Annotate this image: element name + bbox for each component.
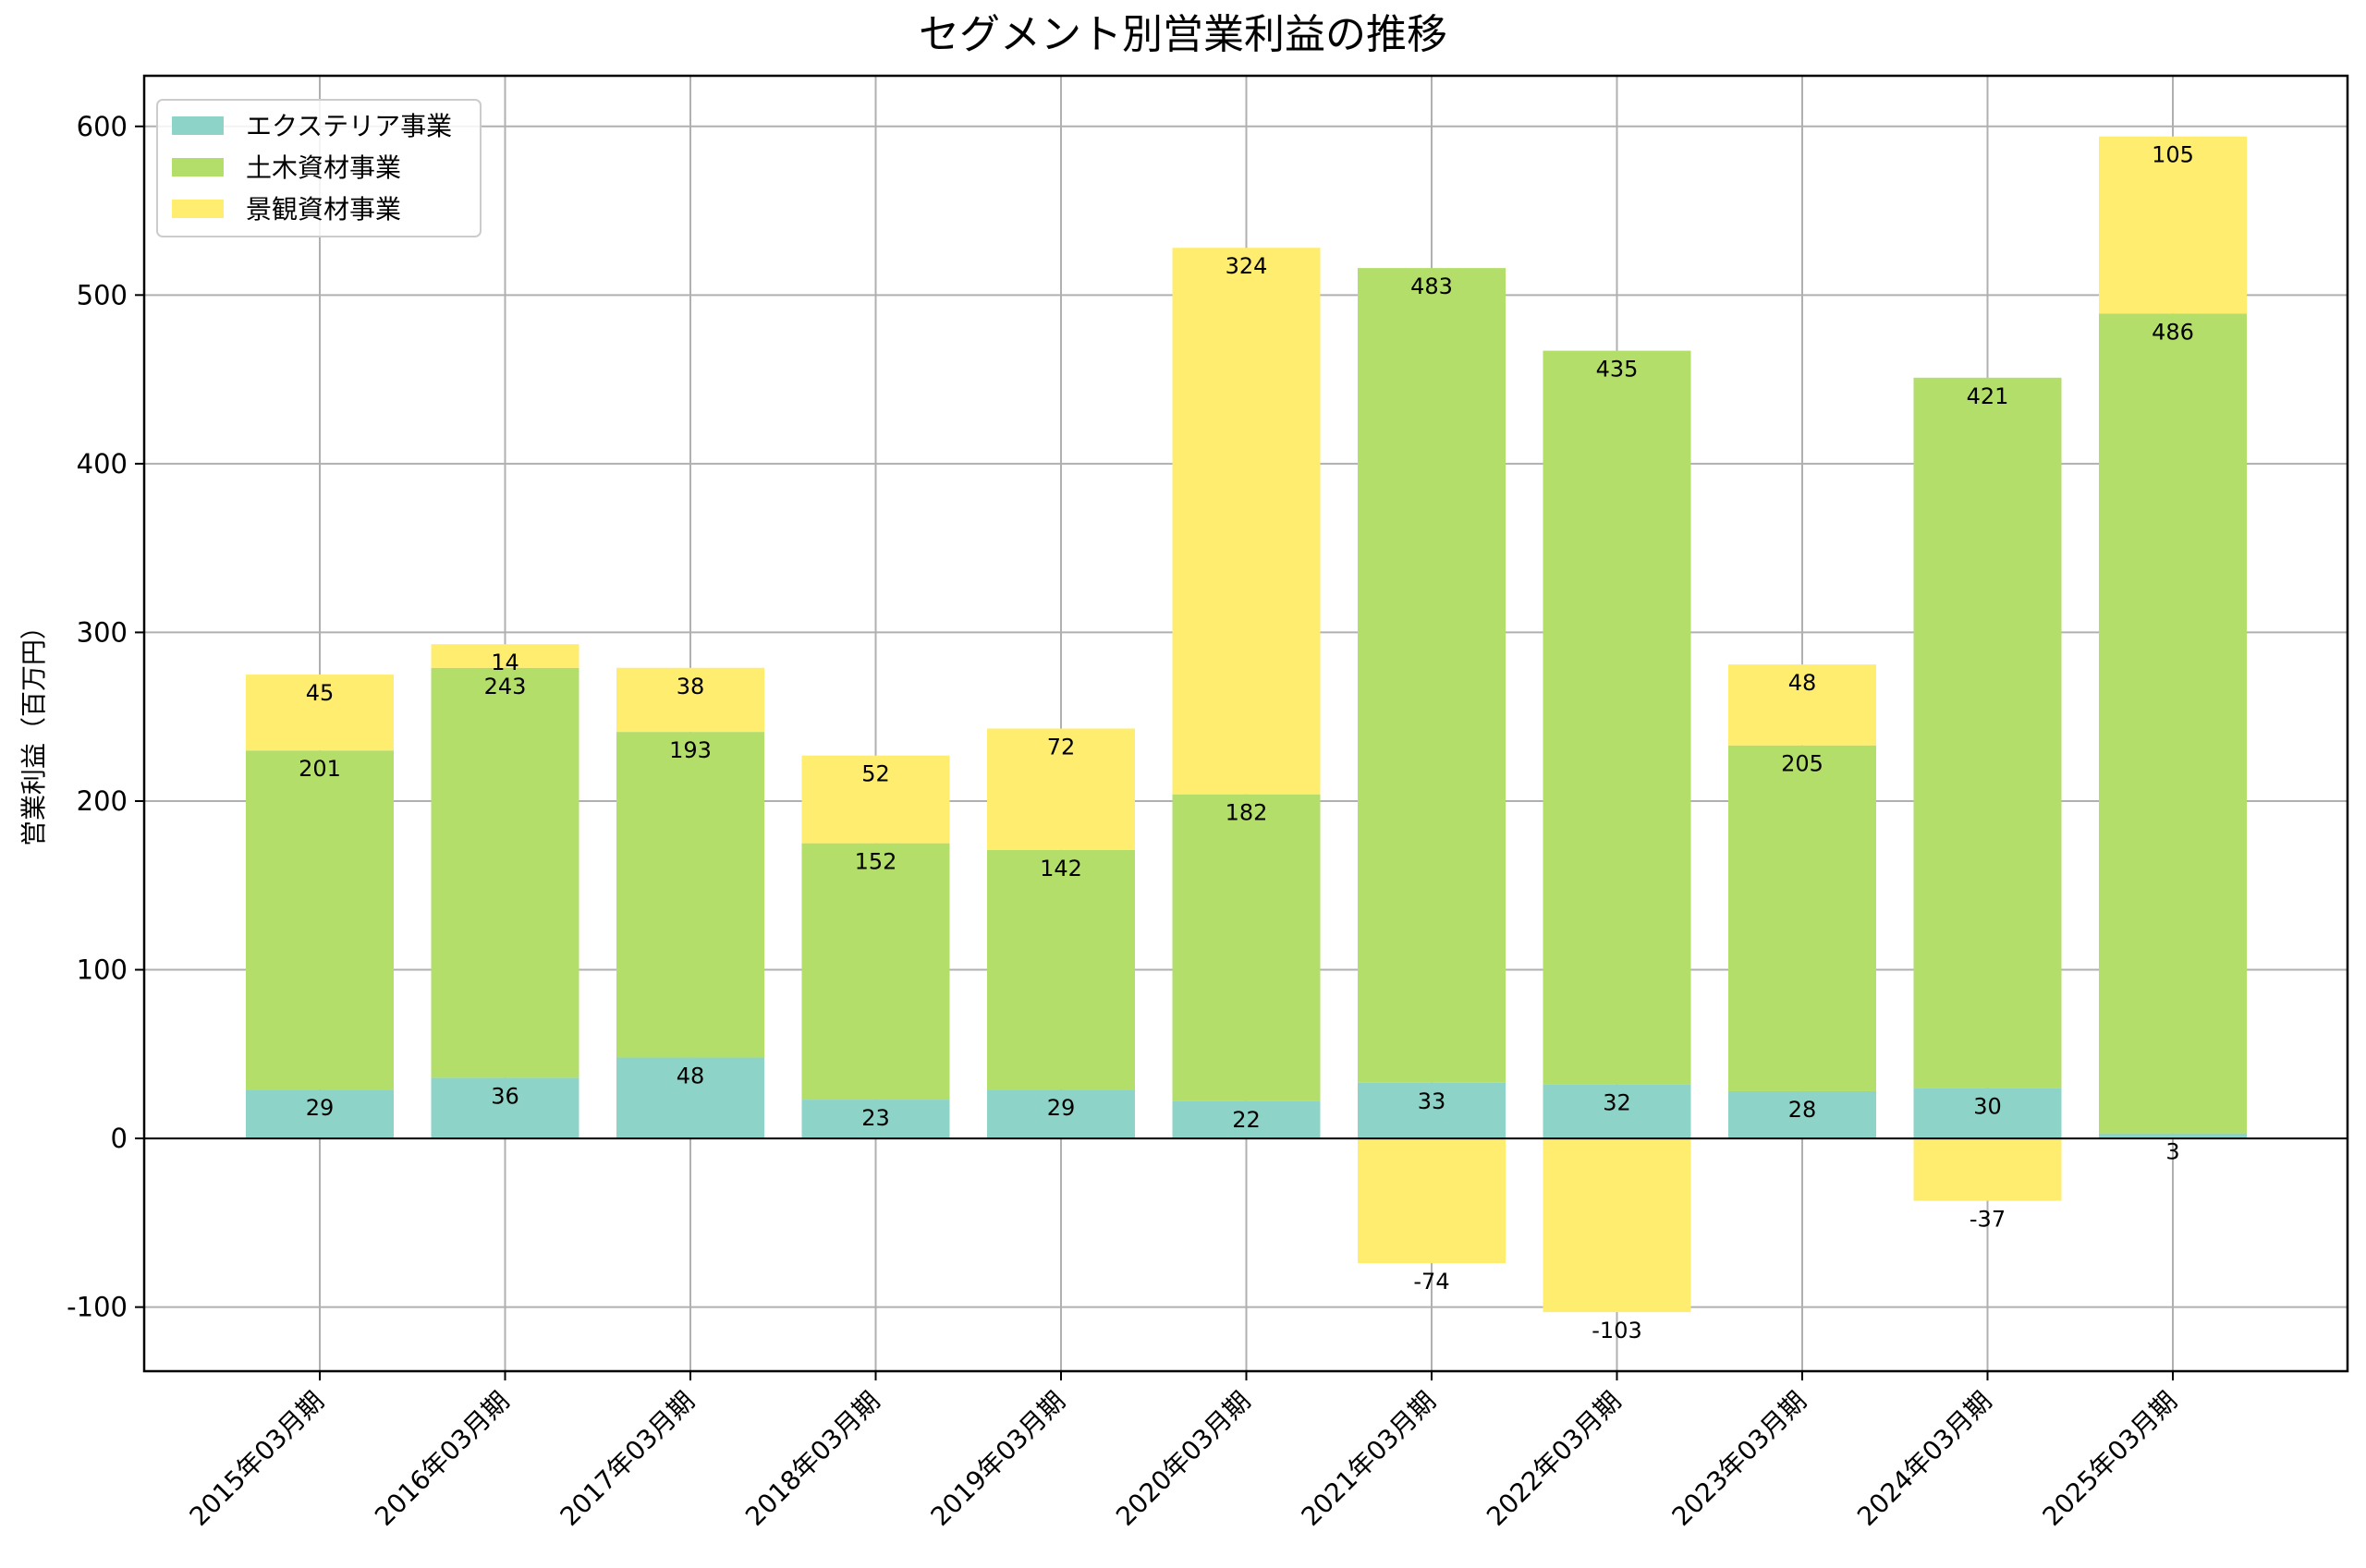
- legend-box: [156, 99, 482, 237]
- y-tick-label: 300: [77, 616, 128, 648]
- x-tick-label: 2017年03月期: [555, 1386, 701, 1532]
- y-tick-label: 100: [77, 954, 128, 986]
- bar-segment: [1172, 794, 1321, 1101]
- bar-value-label: 14: [491, 650, 519, 675]
- bar-segment: [246, 750, 394, 1090]
- bar-value-label: 243: [484, 674, 527, 699]
- y-tick-label: 200: [77, 785, 128, 817]
- bar-segment: [987, 849, 1135, 1090]
- bar-value-label: 48: [677, 1063, 705, 1088]
- x-tick-label: 2025年03月期: [2037, 1386, 2183, 1532]
- bar-segment: [1358, 1082, 1506, 1139]
- bar-segment: [1543, 1084, 1691, 1139]
- bar-value-label: 22: [1232, 1107, 1261, 1133]
- bar-segment: [1543, 350, 1691, 1085]
- bar-segment: [1913, 377, 2062, 1088]
- bars: [246, 136, 2247, 1313]
- bar-value-label: 105: [2152, 142, 2194, 168]
- bar-segment: [246, 675, 394, 751]
- bar-segment: [1913, 1088, 2062, 1139]
- bar-value-label: 29: [1047, 1095, 1076, 1121]
- bar-value-label: 205: [1781, 751, 1823, 777]
- bar-segment: [801, 843, 950, 1100]
- y-tick-label: 0: [111, 1123, 128, 1154]
- x-tick-label: 2021年03月期: [1296, 1386, 1442, 1532]
- bar-value-label: 193: [669, 737, 712, 763]
- bar-value-label: -103: [1592, 1318, 1641, 1343]
- bar-segment: [2099, 313, 2247, 1134]
- bar-value-label: 23: [861, 1105, 890, 1131]
- bar-value-label: 421: [1967, 383, 2009, 409]
- y-tick-label: -100: [67, 1292, 128, 1323]
- bar-segment: [1172, 1100, 1321, 1139]
- bar-segment: [1913, 1138, 2062, 1201]
- bar-value-label: 324: [1226, 253, 1268, 279]
- legend-swatch: [172, 200, 224, 218]
- x-tick-label: 2020年03月期: [1110, 1386, 1256, 1532]
- x-tick-label: 2015年03月期: [184, 1386, 330, 1532]
- bar-segment: [616, 732, 764, 1058]
- bar-value-label: 3: [2165, 1139, 2179, 1165]
- bar-segment: [1172, 248, 1321, 795]
- bar-value-label: 72: [1047, 734, 1076, 760]
- bar-value-label: 30: [1973, 1093, 2002, 1119]
- y-tick-label: 600: [77, 111, 128, 142]
- bar-value-label: 28: [1788, 1097, 1817, 1123]
- x-tick-label: 2018年03月期: [739, 1386, 885, 1532]
- legend-label: エクステリア事業: [246, 111, 452, 141]
- bar-value-label: 29: [306, 1095, 335, 1121]
- bar-segment: [2099, 136, 2247, 314]
- bar-segment: [616, 1057, 764, 1139]
- bar-segment: [1728, 1090, 1876, 1139]
- bar-value-label: 52: [861, 761, 890, 787]
- bar-segment: [431, 644, 579, 668]
- bar-segment: [431, 1077, 579, 1139]
- bar-value-label: 142: [1040, 856, 1082, 881]
- x-tick-label: 2016年03月期: [369, 1386, 515, 1532]
- bar-value-label: 483: [1410, 273, 1453, 299]
- legend-label: 土木資材事業: [246, 152, 401, 183]
- x-tick-label: 2023年03月期: [1666, 1386, 1812, 1532]
- x-tick-label: 2024年03月期: [1851, 1386, 1997, 1532]
- legend-swatch: [172, 116, 224, 135]
- bar-value-label: 182: [1226, 800, 1268, 826]
- y-axis-label: 営業利益（百万円）: [18, 614, 49, 846]
- bar-segment: [987, 1089, 1135, 1139]
- x-tick-label: 2022年03月期: [1481, 1386, 1627, 1532]
- bar-segment: [616, 667, 764, 733]
- y-tick-label: 400: [77, 448, 128, 480]
- bar-value-label: 48: [1788, 670, 1817, 696]
- bar-value-label: 435: [1596, 357, 1639, 383]
- bar-segment: [1543, 1138, 1691, 1313]
- bar-segment: [1358, 268, 1506, 1083]
- bar-segment: [1358, 1138, 1506, 1264]
- bar-value-label: 32: [1603, 1090, 1631, 1116]
- bar-segment: [1728, 745, 1876, 1091]
- bar-value-label: 33: [1418, 1088, 1446, 1114]
- bar-segment: [801, 755, 950, 844]
- bar-value-label: 45: [306, 680, 335, 706]
- bar-value-label: -37: [1970, 1207, 2006, 1233]
- bar-segment: [987, 728, 1135, 850]
- bar-value-label: 152: [855, 849, 897, 875]
- bar-value-label: 38: [677, 674, 705, 699]
- bar-value-label: 36: [491, 1083, 519, 1109]
- bar-value-label: 201: [299, 756, 341, 782]
- chart-title: セグメント別営業利益の推移: [919, 11, 1447, 58]
- bar-segment: [246, 1089, 394, 1139]
- bar-segment: [431, 667, 579, 1078]
- bar-value-label: 486: [2152, 319, 2194, 345]
- y-tick-label: 500: [77, 279, 128, 310]
- bar-segment: [1728, 664, 1876, 746]
- bar-segment: [2099, 1133, 2247, 1139]
- legend-label: 景観資材事業: [246, 194, 401, 225]
- bar-segment: [801, 1100, 950, 1139]
- bar-value-label: -74: [1413, 1269, 1449, 1295]
- legend-swatch: [172, 158, 224, 176]
- x-tick-label: 2019年03月期: [925, 1386, 1071, 1532]
